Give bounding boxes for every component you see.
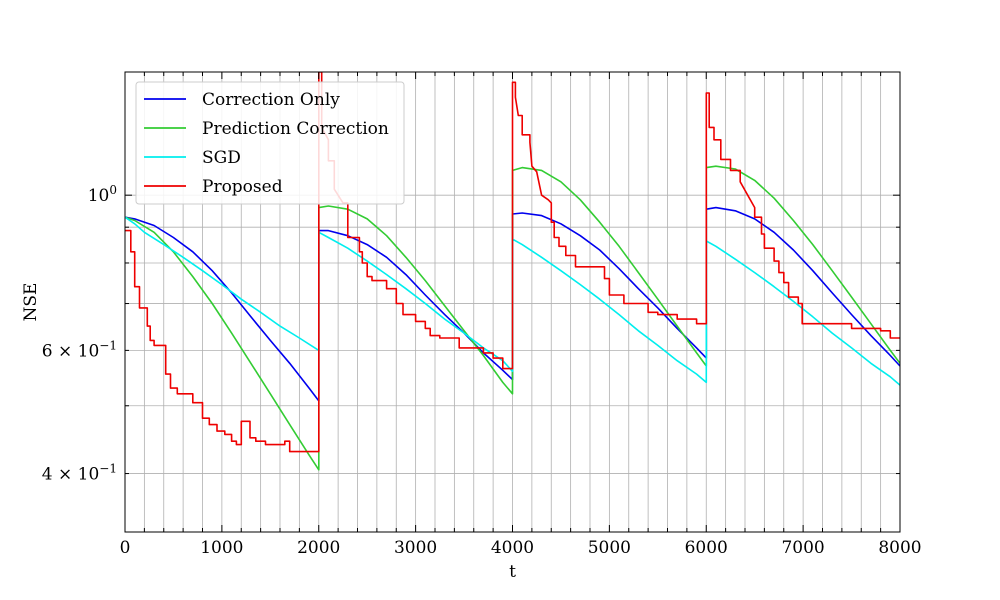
x-tick-label: 7000 — [781, 538, 824, 558]
x-tick-label: 8000 — [878, 538, 921, 558]
legend-label: SGD — [202, 148, 241, 168]
y-tick-label: 100 — [88, 183, 117, 206]
x-axis-label: t — [509, 562, 516, 582]
x-tick-label: 2000 — [297, 538, 340, 558]
x-tick-label: 6000 — [685, 538, 728, 558]
x-tick-label: 4000 — [491, 538, 534, 558]
legend-label: Proposed — [202, 177, 283, 197]
series-layer — [125, 72, 900, 471]
series-line-4 — [125, 72, 900, 453]
y-tick-label: 4 × 10−1 — [42, 462, 117, 485]
x-tick-label: 1000 — [200, 538, 243, 558]
x-tick-label: 3000 — [394, 538, 437, 558]
legend-label: Prediction Correction — [202, 119, 389, 139]
y-tick-label: 6 × 10−1 — [42, 338, 117, 361]
x-tick-label: 5000 — [588, 538, 631, 558]
legend-label: Correction Only — [202, 90, 340, 110]
legend-box — [135, 81, 405, 205]
x-tick-label: 0 — [120, 538, 131, 558]
ticks: 0 1000 2000 3000 4000 5000 6000 7000 8000 100 6 × … — [42, 72, 922, 558]
y-axis-label: NSE — [21, 283, 41, 322]
legend: Correction Only Prediction Correction SGD P… — [135, 81, 405, 205]
